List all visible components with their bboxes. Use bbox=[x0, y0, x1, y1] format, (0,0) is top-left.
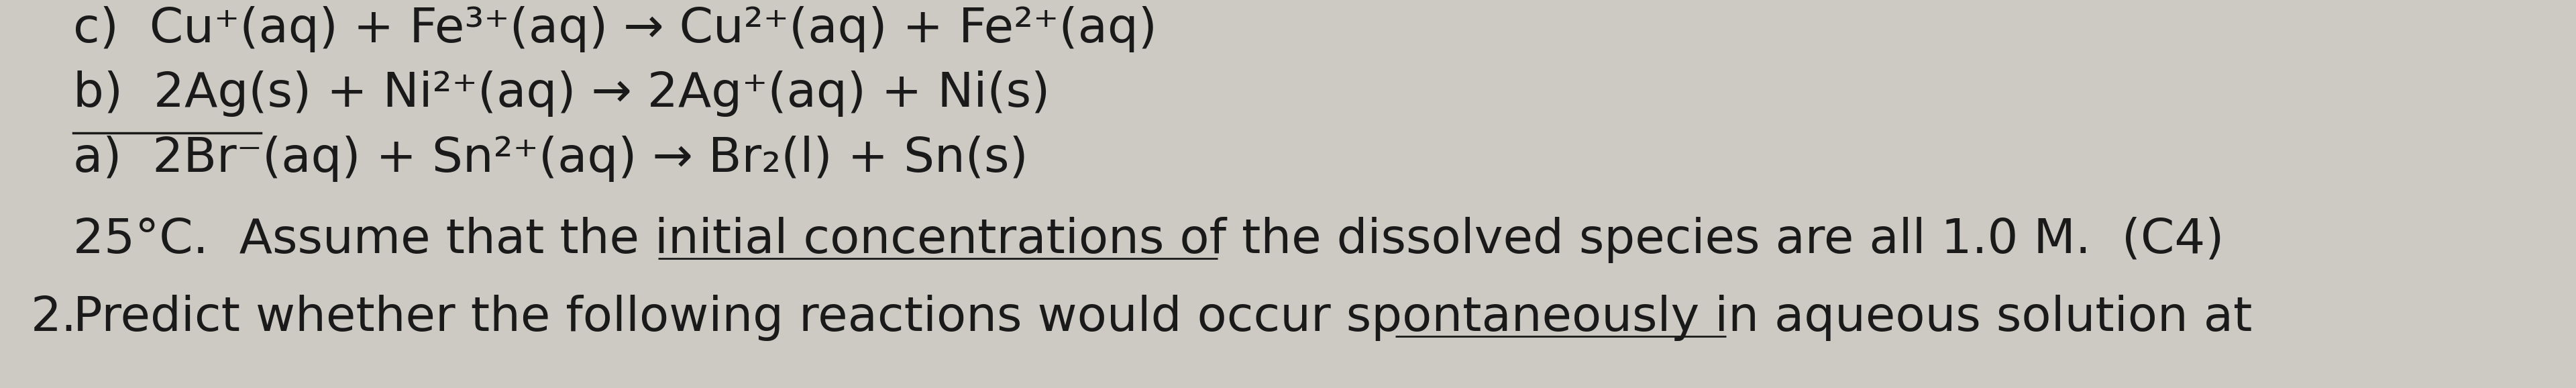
Text: b)  2Ag(s) + Ni²⁺(aq) → 2Ag⁺(aq) + Ni(s): b) 2Ag(s) + Ni²⁺(aq) → 2Ag⁺(aq) + Ni(s) bbox=[72, 71, 1048, 117]
Text: 2.: 2. bbox=[31, 294, 77, 341]
Text: Predict whether the following reactions would occur spontaneously in aqueous sol: Predict whether the following reactions … bbox=[72, 294, 2251, 341]
Text: c)  Cu⁺(aq) + Fe³⁺(aq) → Cu²⁺(aq) + Fe²⁺(aq): c) Cu⁺(aq) + Fe³⁺(aq) → Cu²⁺(aq) + Fe²⁺(… bbox=[72, 6, 1157, 52]
Text: 25°C.  Assume that the initial concentrations of the dissolved species are all 1: 25°C. Assume that the initial concentrat… bbox=[72, 217, 2223, 263]
Text: a)  2Br⁻(aq) + Sn²⁺(aq) → Br₂(l) + Sn(s): a) 2Br⁻(aq) + Sn²⁺(aq) → Br₂(l) + Sn(s) bbox=[72, 136, 1028, 182]
